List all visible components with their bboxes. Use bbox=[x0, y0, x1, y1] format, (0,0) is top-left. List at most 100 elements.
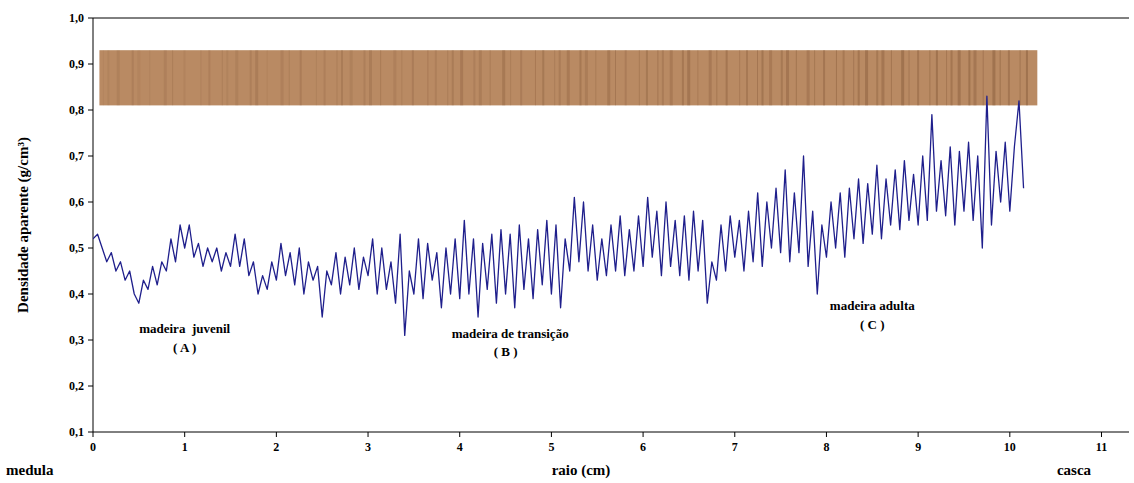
wood-grain bbox=[823, 50, 825, 105]
x-axis-title: raio (cm) bbox=[552, 462, 611, 479]
wood-grain bbox=[843, 50, 845, 105]
wood-grain bbox=[769, 50, 772, 105]
wood-grain bbox=[427, 50, 428, 105]
wood-grain bbox=[183, 50, 185, 105]
x-tick bbox=[1009, 432, 1010, 437]
wood-grain bbox=[746, 50, 748, 105]
wood-grain bbox=[316, 50, 317, 105]
wood-grain bbox=[716, 50, 717, 105]
x-tick bbox=[368, 432, 369, 437]
x-axis-line bbox=[93, 432, 1129, 433]
y-tick-label: 0,4 bbox=[69, 287, 84, 301]
wood-grain bbox=[559, 50, 561, 105]
wood-grain bbox=[657, 50, 658, 105]
wood-sample bbox=[99, 50, 1037, 105]
x-tick bbox=[1101, 432, 1102, 437]
wood-grain bbox=[757, 50, 758, 105]
y-tick bbox=[88, 64, 93, 65]
x-tick-label: 3 bbox=[365, 440, 371, 454]
x-tick-label: 10 bbox=[1004, 440, 1016, 454]
y-tick bbox=[88, 340, 93, 341]
wood-grain bbox=[350, 50, 353, 105]
annotations: madeira juvenil( A )madeira de transição… bbox=[139, 298, 915, 359]
wood-grain bbox=[936, 50, 938, 105]
y-tick bbox=[88, 156, 93, 157]
wood-grain bbox=[946, 50, 947, 105]
x-tick-label: 4 bbox=[457, 440, 463, 454]
wood-grain bbox=[490, 50, 491, 105]
annotation: ( C ) bbox=[860, 317, 885, 332]
y-tick-label: 0,2 bbox=[69, 379, 84, 393]
wood-grain bbox=[983, 50, 984, 105]
annotation: ( B ) bbox=[494, 344, 518, 359]
y-axis-title: Densidade aparente (g/cm³) bbox=[15, 137, 32, 313]
x-end-label: medula bbox=[6, 462, 54, 478]
y-tick-label: 0,8 bbox=[69, 103, 84, 117]
wood-grain bbox=[876, 50, 878, 105]
x-tick bbox=[93, 432, 94, 437]
wood-grain bbox=[435, 50, 437, 105]
wood-grain bbox=[324, 50, 326, 105]
wood-grain bbox=[607, 50, 610, 105]
annotation: madeira adulta bbox=[830, 298, 915, 313]
wood-grain bbox=[137, 50, 140, 105]
y-tick-label: 0,3 bbox=[69, 333, 84, 347]
wood-grain bbox=[542, 50, 544, 105]
axes: 0,10,20,30,40,50,60,70,80,91,00123456789… bbox=[69, 11, 1129, 454]
wood-grain bbox=[807, 50, 810, 105]
wood-grain bbox=[625, 50, 627, 105]
wood-grain bbox=[172, 50, 173, 105]
wood-grain bbox=[595, 50, 596, 105]
wood-grain bbox=[1026, 50, 1028, 105]
wood-grain bbox=[554, 50, 555, 105]
wood-grain bbox=[222, 50, 223, 105]
y-tick bbox=[88, 18, 93, 19]
wood-grain bbox=[473, 50, 475, 105]
wood-grain bbox=[901, 50, 904, 105]
wood-grain bbox=[103, 50, 104, 105]
wood-grain bbox=[579, 50, 581, 105]
wood-grain bbox=[615, 50, 616, 105]
wood-grain bbox=[363, 50, 365, 105]
wood-grain bbox=[393, 50, 396, 105]
wood-grain bbox=[107, 50, 109, 105]
x-tick bbox=[734, 432, 735, 437]
wood-grain bbox=[149, 50, 150, 105]
wood-grain bbox=[535, 50, 536, 105]
wood-grain bbox=[974, 50, 977, 105]
annotation: madeira juvenil bbox=[139, 321, 230, 336]
wood-grain bbox=[479, 50, 482, 105]
wood-grain bbox=[412, 50, 414, 105]
wood-grain bbox=[858, 50, 860, 105]
wood-grain bbox=[255, 50, 258, 105]
y-tick bbox=[88, 294, 93, 295]
wood-grain bbox=[281, 50, 284, 105]
wood-grain bbox=[520, 50, 522, 105]
wood-grain bbox=[796, 50, 797, 105]
plot-area bbox=[93, 96, 1024, 335]
y-axis-line bbox=[93, 18, 94, 432]
wood-grain bbox=[289, 50, 290, 105]
wood-grain bbox=[762, 50, 764, 105]
y-tick bbox=[88, 386, 93, 387]
chart: 0,10,20,30,40,50,60,70,80,91,00123456789… bbox=[0, 0, 1134, 483]
x-tick-label: 2 bbox=[273, 440, 279, 454]
wood-grain bbox=[1008, 50, 1010, 105]
wood-grain bbox=[891, 50, 892, 105]
wood-grain bbox=[235, 50, 238, 105]
x-tick bbox=[643, 432, 644, 437]
wood-grain bbox=[300, 50, 302, 105]
wood-grain bbox=[208, 50, 210, 105]
y-tick bbox=[88, 432, 93, 433]
x-tick-label: 7 bbox=[732, 440, 738, 454]
wood-grain bbox=[951, 50, 953, 105]
wood-grain bbox=[132, 50, 134, 105]
wood-grain bbox=[341, 50, 343, 105]
x-tick-label: 9 bbox=[915, 440, 921, 454]
x-end-label: casca bbox=[1057, 462, 1092, 478]
y-tick-label: 1,0 bbox=[69, 11, 84, 25]
annotation: madeira de transição bbox=[452, 326, 569, 341]
x-tick bbox=[184, 432, 185, 437]
wood-grain bbox=[510, 50, 511, 105]
wood-grain bbox=[1000, 50, 1001, 105]
